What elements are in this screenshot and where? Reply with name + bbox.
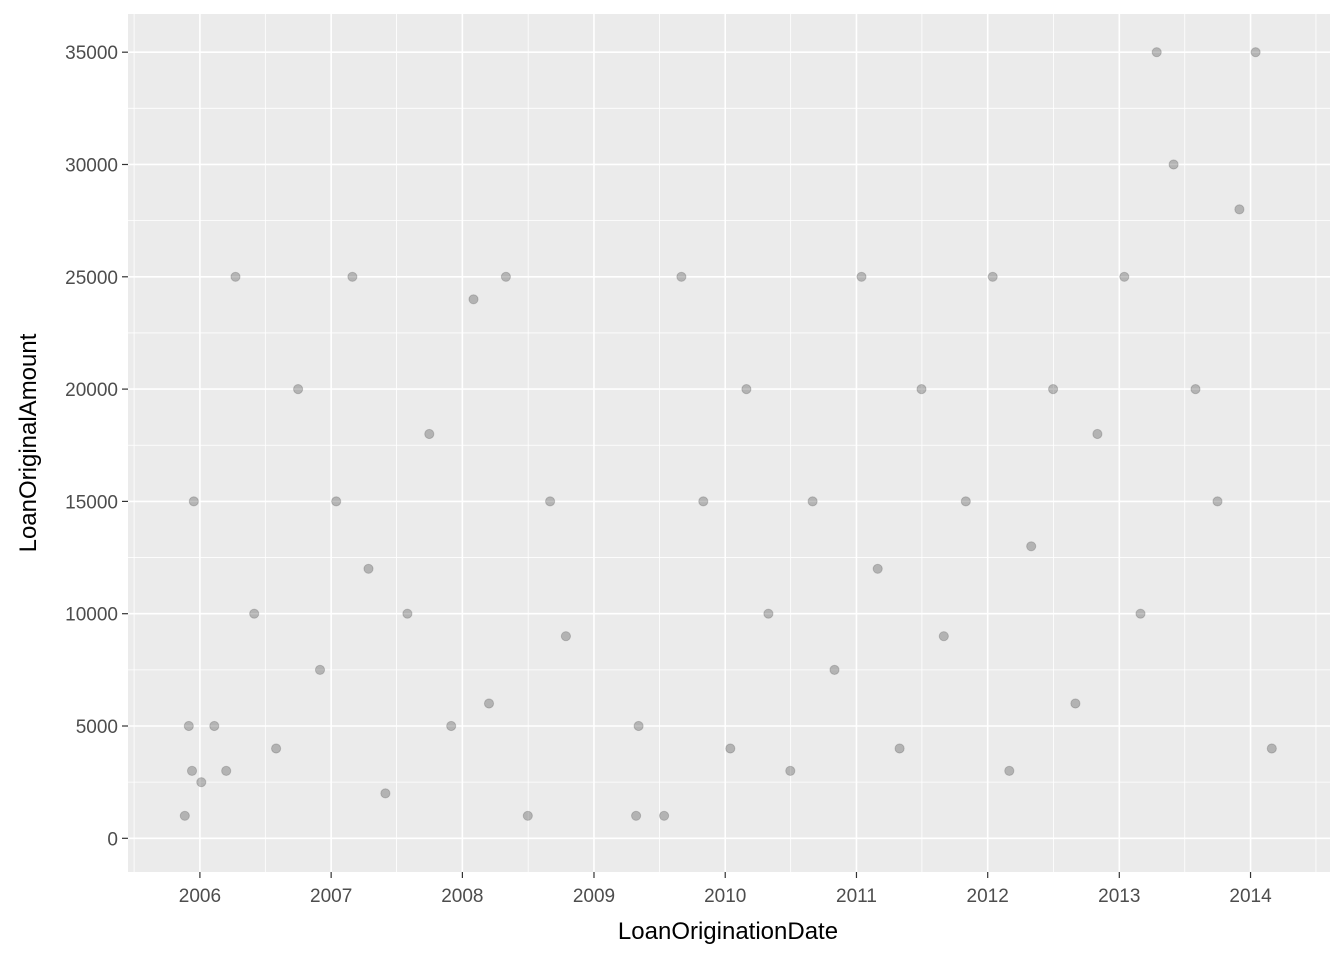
data-point bbox=[894, 743, 905, 754]
y-tick-label: 30000 bbox=[65, 155, 118, 176]
data-point bbox=[560, 631, 572, 642]
data-point bbox=[1135, 608, 1146, 619]
data-point bbox=[179, 810, 190, 821]
data-point bbox=[763, 608, 774, 619]
major-grid bbox=[128, 14, 1330, 872]
minor-grid bbox=[128, 14, 1330, 872]
data-point bbox=[221, 765, 232, 777]
data-point bbox=[916, 384, 927, 395]
x-tick-label: 2010 bbox=[704, 886, 746, 907]
data-point bbox=[424, 428, 435, 440]
x-axis-title: LoanOriginationDate bbox=[618, 918, 838, 945]
data-point bbox=[188, 496, 199, 507]
data-points bbox=[179, 47, 1277, 821]
data-point bbox=[698, 496, 709, 507]
data-point bbox=[633, 720, 644, 732]
data-point bbox=[1212, 496, 1223, 507]
data-point bbox=[347, 271, 358, 282]
data-point bbox=[331, 496, 342, 507]
x-tick-label: 2011 bbox=[836, 886, 877, 907]
data-point bbox=[196, 777, 207, 788]
data-point bbox=[659, 810, 670, 821]
data-point bbox=[1070, 698, 1081, 709]
y-tick-label: 20000 bbox=[65, 380, 118, 401]
data-point bbox=[545, 496, 556, 507]
data-point bbox=[483, 698, 495, 709]
data-point bbox=[186, 765, 198, 777]
y-tick-label: 15000 bbox=[65, 492, 118, 513]
data-point bbox=[314, 664, 326, 676]
panel-background bbox=[128, 14, 1330, 872]
data-point bbox=[363, 563, 374, 574]
data-point bbox=[468, 294, 479, 305]
y-tick-label: 25000 bbox=[65, 268, 118, 289]
data-point bbox=[402, 608, 413, 619]
data-point bbox=[1048, 384, 1059, 395]
y-axis-ticks: 0 5000 10000 15000 20000 25000 30000 35000 bbox=[65, 43, 128, 850]
data-point bbox=[829, 664, 840, 676]
data-point bbox=[741, 384, 752, 395]
data-point bbox=[1234, 204, 1245, 215]
data-point bbox=[1190, 384, 1201, 395]
data-point bbox=[230, 271, 241, 282]
y-tick-label: 10000 bbox=[65, 605, 118, 626]
data-point bbox=[1092, 428, 1103, 440]
data-point bbox=[271, 743, 282, 754]
data-point bbox=[1266, 743, 1277, 754]
y-axis-title: LoanOriginalAmount bbox=[15, 333, 42, 552]
data-point bbox=[293, 384, 304, 395]
data-point bbox=[1004, 765, 1015, 777]
data-point bbox=[725, 743, 736, 754]
data-point bbox=[872, 563, 883, 574]
x-tick-label: 2014 bbox=[1229, 886, 1272, 907]
data-point bbox=[1151, 47, 1162, 58]
data-point bbox=[209, 720, 220, 732]
data-point bbox=[522, 810, 533, 821]
data-point bbox=[938, 631, 949, 642]
data-point bbox=[183, 720, 194, 732]
x-tick-label: 2007 bbox=[310, 886, 352, 907]
data-point bbox=[380, 788, 391, 799]
data-point bbox=[446, 720, 457, 732]
x-tick-label: 2008 bbox=[441, 886, 483, 907]
x-tick-label: 2013 bbox=[1098, 886, 1140, 907]
data-point bbox=[785, 765, 796, 777]
data-point bbox=[249, 608, 260, 619]
data-point bbox=[676, 271, 687, 282]
y-tick-label: 5000 bbox=[76, 717, 118, 738]
data-point bbox=[987, 271, 998, 282]
x-tick-label: 2006 bbox=[179, 886, 221, 907]
y-tick-label: 35000 bbox=[65, 43, 118, 64]
x-axis-ticks: 2006 2007 2008 2009 2010 2011 2012 2013 2014 bbox=[179, 872, 1272, 907]
data-point bbox=[631, 810, 642, 821]
y-tick-label: 0 bbox=[107, 829, 118, 850]
data-point bbox=[1119, 271, 1130, 282]
data-point bbox=[856, 271, 867, 282]
data-point bbox=[807, 496, 818, 507]
data-point bbox=[500, 271, 511, 282]
data-point bbox=[1250, 47, 1261, 58]
data-point bbox=[1168, 159, 1179, 170]
x-tick-label: 2012 bbox=[967, 886, 1009, 907]
data-point bbox=[1026, 541, 1037, 552]
x-tick-label: 2009 bbox=[573, 886, 615, 907]
data-point bbox=[960, 496, 971, 507]
